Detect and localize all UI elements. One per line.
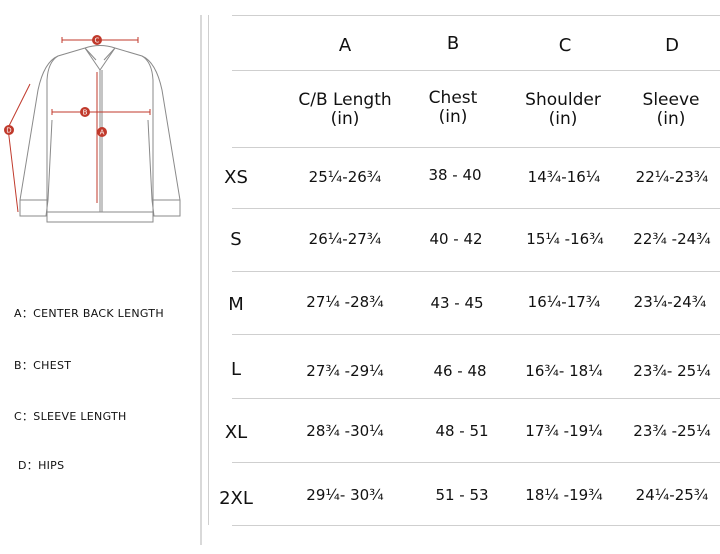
table-cell: 16¾- 18¼ xyxy=(525,362,603,380)
column-header-label: Sleeve xyxy=(642,90,700,110)
column-header-unit: (in) xyxy=(548,109,578,129)
size-label-s: S xyxy=(230,229,242,250)
marker-a: A xyxy=(100,129,105,137)
left-panel: C B A D A：CENTER BACK LENGTH B：CHEST C：S… xyxy=(0,0,200,554)
table-cell: 18¼ -19¾ xyxy=(525,486,603,504)
table-cell: 51 - 53 xyxy=(435,486,489,504)
table-cell: 46 - 48 xyxy=(433,362,487,380)
table-cell: 27¾ -29¼ xyxy=(306,362,384,380)
table-cell: 16¼-17¾ xyxy=(527,293,601,311)
table-cell: 24¼-25¾ xyxy=(635,486,709,504)
column-letter-a: A xyxy=(338,35,352,56)
legend-sleeve-length: C：SLEEVE LENGTH xyxy=(14,410,127,423)
table-rule xyxy=(232,462,720,463)
table-rule xyxy=(232,271,720,272)
column-letter-b: B xyxy=(446,33,460,54)
legend-center-back-length: A：CENTER BACK LENGTH xyxy=(14,307,164,320)
column-header-cb-length: C/B Length (in) xyxy=(298,91,391,129)
jacket-outline-icon: C B A D xyxy=(4,35,181,223)
table-rule xyxy=(232,525,720,526)
panel-divider xyxy=(200,15,202,545)
size-label-l: L xyxy=(230,359,242,380)
table-cell: 26¼-27¾ xyxy=(308,230,382,248)
table-cell: 27¼ -28¾ xyxy=(306,293,384,311)
size-label-2xl: 2XL xyxy=(219,488,253,509)
table-rule xyxy=(232,334,720,335)
table-cell: 14¾-16¼ xyxy=(527,168,601,186)
size-label-xl: XL xyxy=(224,422,248,443)
marker-d: D xyxy=(6,127,11,135)
column-header-shoulder: Shoulder (in) xyxy=(525,91,601,129)
marker-c: C xyxy=(95,37,100,45)
size-label-m: M xyxy=(228,294,244,315)
table-rule xyxy=(232,147,720,148)
table-cell: 23¾- 25¼ xyxy=(633,362,711,380)
table-cell: 23¼-24¾ xyxy=(633,293,707,311)
column-header-unit: (in) xyxy=(330,109,360,129)
panel-divider-inner xyxy=(208,15,209,525)
column-header-label: Shoulder xyxy=(525,90,601,110)
legend-hips: D：HIPS xyxy=(18,459,65,472)
table-cell: 48 - 51 xyxy=(435,422,489,440)
column-header-unit: (in) xyxy=(656,109,686,129)
table-cell: 38 - 40 xyxy=(428,166,482,184)
table-cell: 22¾ -24¾ xyxy=(633,230,711,248)
table-cell: 17¾ -19¼ xyxy=(525,422,603,440)
table-rule xyxy=(232,15,720,16)
table-cell: 22¼-23¾ xyxy=(635,168,709,186)
table-rule xyxy=(232,70,720,71)
legend-chest: B：CHEST xyxy=(14,359,72,372)
marker-b: B xyxy=(83,109,88,117)
table-cell: 23¾ -25¼ xyxy=(633,422,711,440)
column-header-chest: Chest (in) xyxy=(429,89,478,127)
column-header-label: Chest xyxy=(428,88,478,108)
table-cell: 40 - 42 xyxy=(429,230,483,248)
table-rule xyxy=(232,208,720,209)
table-cell: 25¼-26¾ xyxy=(308,168,382,186)
column-letter-d: D xyxy=(665,35,679,56)
table-cell: 43 - 45 xyxy=(430,294,484,312)
column-letter-c: C xyxy=(558,35,572,56)
column-header-label: C/B Length xyxy=(298,90,392,110)
size-label-xs: XS xyxy=(224,167,248,188)
column-header-unit: (in) xyxy=(438,107,468,127)
table-cell: 29¼- 30¾ xyxy=(306,486,384,504)
table-cell: 28¾ -30¼ xyxy=(306,422,384,440)
column-header-sleeve: Sleeve (in) xyxy=(643,91,700,129)
table-rule xyxy=(232,398,720,399)
table-cell: 15¼ -16¾ xyxy=(526,230,604,248)
